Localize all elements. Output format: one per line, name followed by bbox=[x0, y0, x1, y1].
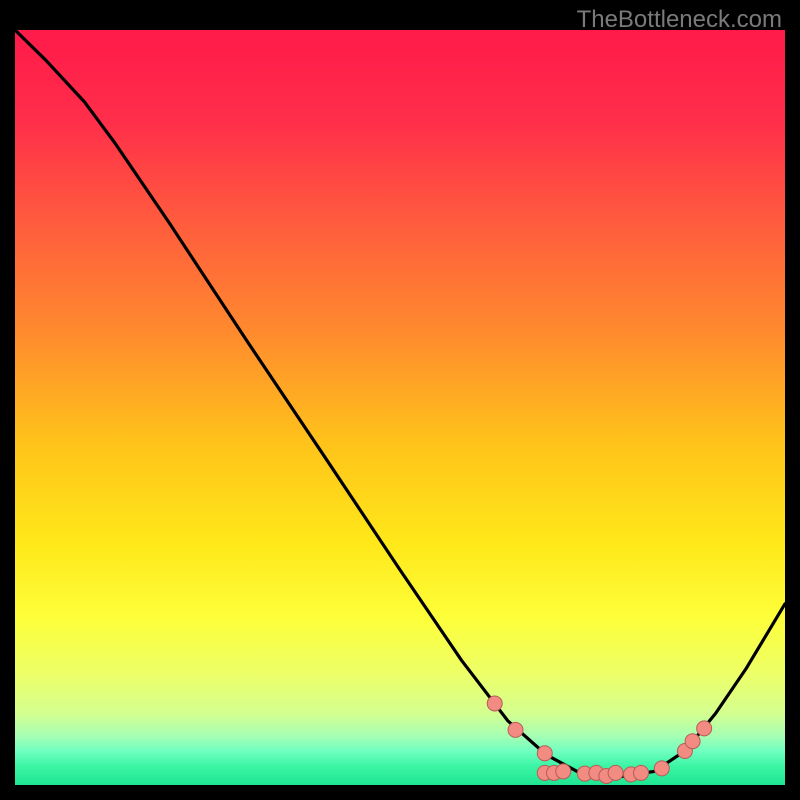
curve-layer bbox=[15, 30, 785, 785]
bottleneck-chart: TheBottleneck.com bbox=[0, 0, 800, 800]
data-point bbox=[685, 734, 700, 749]
data-point bbox=[634, 765, 649, 780]
plot-area bbox=[15, 30, 785, 785]
data-point bbox=[508, 722, 523, 737]
data-markers bbox=[487, 696, 711, 783]
data-point bbox=[654, 761, 669, 776]
data-point bbox=[487, 696, 502, 711]
bottleneck-curve bbox=[15, 30, 785, 777]
data-point bbox=[556, 764, 571, 779]
data-point bbox=[697, 721, 712, 736]
data-point bbox=[608, 765, 623, 780]
data-point bbox=[537, 746, 552, 761]
watermark-text: TheBottleneck.com bbox=[577, 6, 782, 34]
